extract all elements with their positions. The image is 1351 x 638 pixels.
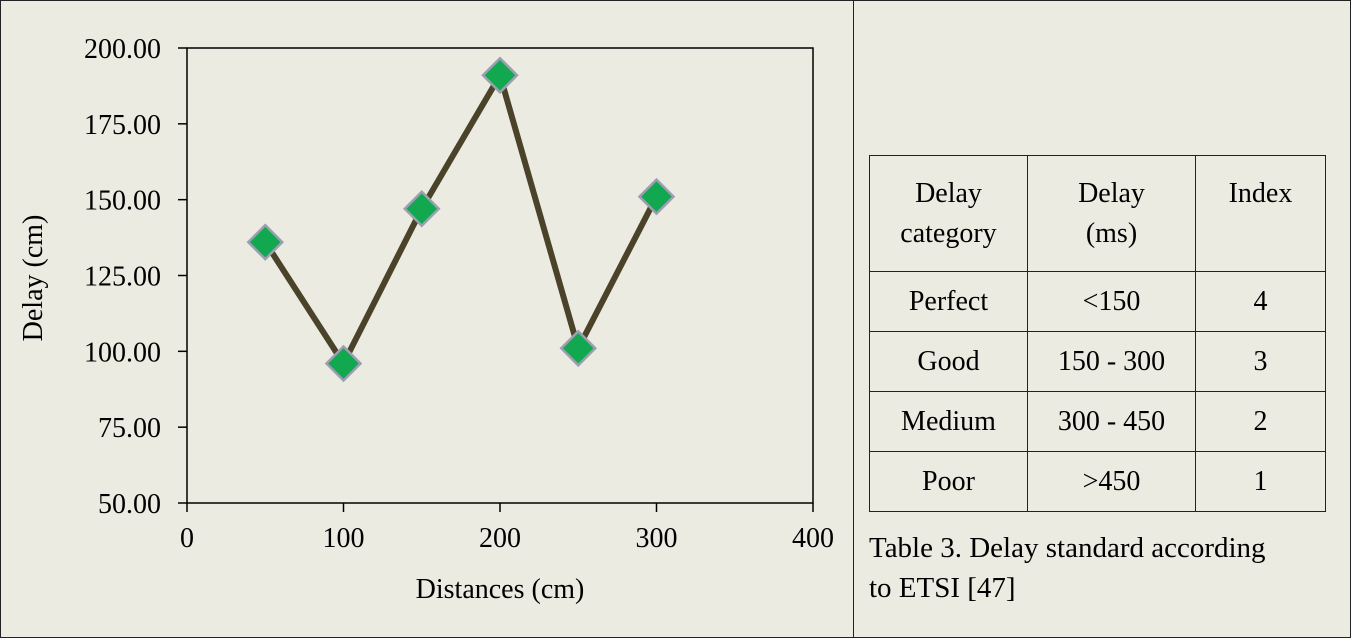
- table-cell: 300 - 450: [1027, 391, 1196, 452]
- header-line: Index: [1228, 178, 1293, 209]
- caption-line: Table 3. Delay standard according: [869, 532, 1266, 564]
- table-row: Perfect <150 4: [869, 271, 1326, 332]
- data-point-marker: [402, 189, 441, 228]
- table-cell: Perfect: [869, 271, 1028, 332]
- y-tick-label: 150.00: [84, 186, 161, 217]
- y-axis-ticks: 50.00 75.00 100.00 125.00 150.00 175.00 200.00: [84, 34, 187, 520]
- table-cell: Good: [869, 331, 1028, 392]
- series-line: [262, 67, 660, 370]
- delay-line-chart: 50.00 75.00 100.00 125.00 150.00 175.00 200.00…: [18, 34, 834, 605]
- header-line: Delay: [915, 178, 982, 209]
- table-row: Poor >450 1: [869, 451, 1326, 512]
- y-tick-label: 100.00: [84, 337, 161, 368]
- caption-line: to ETSI [47]: [869, 572, 1016, 604]
- table-cell: Poor: [869, 451, 1028, 512]
- table-cell: 2: [1195, 391, 1326, 452]
- table-cell: 150 - 300: [1027, 331, 1196, 392]
- data-point-marker: [559, 329, 598, 368]
- data-point-marker: [246, 223, 285, 261]
- x-tick-label: 300: [636, 523, 678, 554]
- header-index: Index: [1195, 155, 1326, 272]
- header-delay-category: Delay category: [869, 155, 1028, 272]
- header-line: category: [900, 217, 997, 249]
- table-cell: <150: [1027, 271, 1196, 332]
- series-group: [246, 56, 676, 383]
- data-point-marker: [637, 177, 676, 216]
- y-axis-label: Delay (cm): [18, 215, 49, 342]
- table-cell: 4: [1195, 271, 1326, 332]
- chart-axes: [186, 47, 814, 504]
- x-tick-label: 400: [792, 523, 834, 554]
- x-tick-label: 200: [479, 523, 521, 554]
- table-row: Good 150 - 300 3: [869, 331, 1326, 392]
- header-line: Delay: [1078, 178, 1145, 209]
- y-tick-label: 125.00: [84, 262, 161, 293]
- table-row: Medium 300 - 450 2: [869, 391, 1326, 452]
- x-axis-ticks: 0 100 200 300 400: [180, 503, 834, 554]
- y-tick-label: 75.00: [98, 413, 161, 444]
- data-point-marker: [481, 56, 519, 95]
- table-cell: >450: [1027, 451, 1196, 512]
- plot-area-border: [186, 47, 814, 504]
- x-tick-label: 100: [323, 523, 365, 554]
- data-point-marker: [324, 344, 363, 383]
- header-delay-ms: Delay (ms): [1027, 155, 1196, 272]
- y-tick-label: 50.00: [98, 489, 161, 520]
- x-tick-label: 0: [180, 523, 194, 554]
- table-caption: Table 3. Delay standard according to ETS…: [869, 528, 1339, 608]
- header-line: (ms): [1085, 217, 1138, 249]
- table-cell: Medium: [869, 391, 1028, 452]
- x-axis-label: Distances (cm): [416, 574, 585, 605]
- table-header-row: Delay category Delay (ms) Index: [869, 155, 1326, 272]
- panel-divider: [853, 0, 854, 638]
- y-tick-label: 200.00: [84, 34, 161, 65]
- delay-standard-table: Delay category Delay (ms) Index Perfect …: [869, 155, 1326, 512]
- y-tick-label: 175.00: [84, 110, 161, 141]
- table-cell: 1: [1195, 451, 1326, 512]
- table-cell: 3: [1195, 331, 1326, 392]
